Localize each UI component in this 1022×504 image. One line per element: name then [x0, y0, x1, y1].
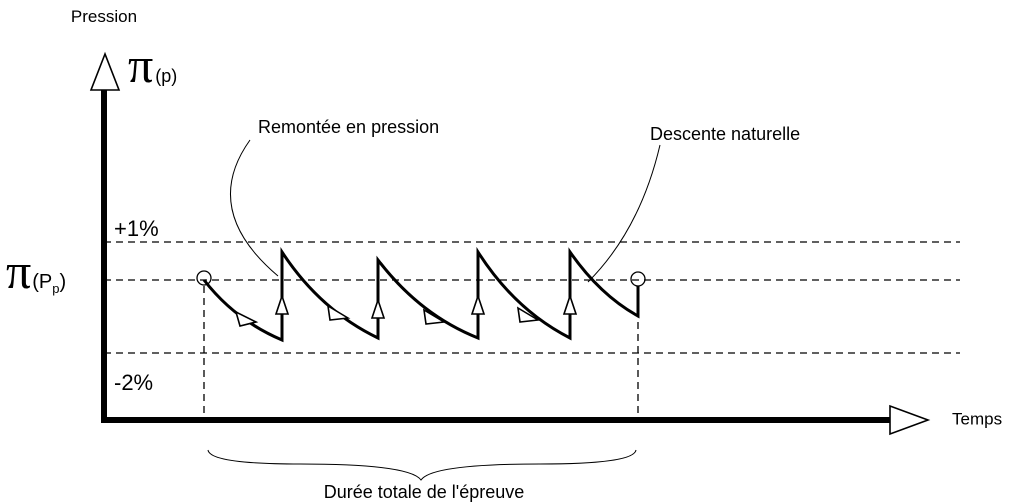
fall-annotation: Descente naturelle	[650, 124, 800, 144]
lower-level-label: -2%	[114, 370, 153, 395]
x-arrow	[889, 404, 931, 436]
pi-index: p	[52, 281, 59, 296]
upper-level-label: +1%	[114, 216, 159, 241]
end-point	[630, 271, 646, 287]
duration-brace	[207, 449, 637, 481]
fall-leader	[587, 144, 661, 283]
pressure-curve	[202, 246, 640, 343]
x-label: Temps	[952, 409, 1002, 428]
pi-symbol: π	[128, 37, 153, 93]
pi-pp: π(Pp)	[6, 243, 66, 299]
direction-arrows	[234, 293, 578, 327]
pi-subscript: (p)	[155, 66, 177, 86]
pi-symbol: π	[6, 243, 31, 299]
y-label: Pression	[71, 7, 137, 26]
y-arrow	[89, 51, 121, 91]
pi-p: π (p)	[128, 37, 177, 93]
start-point	[196, 270, 212, 286]
duration-label: Durée totale de l'épreuve	[324, 482, 525, 502]
pi-open: (P	[32, 271, 52, 293]
rise-annotation: Remontée en pression	[258, 117, 439, 137]
pi-close: )	[59, 271, 66, 293]
rise-leader	[230, 139, 279, 277]
